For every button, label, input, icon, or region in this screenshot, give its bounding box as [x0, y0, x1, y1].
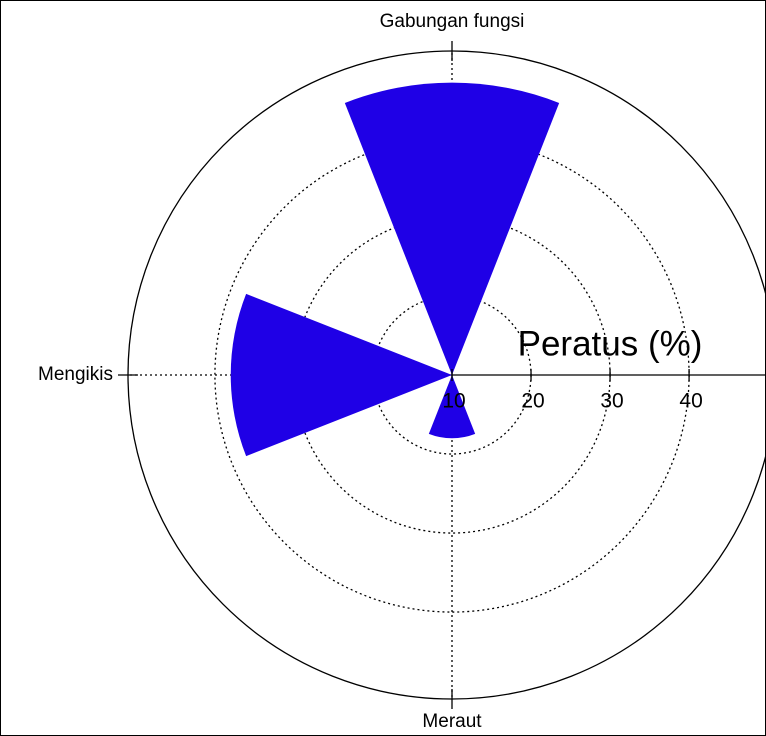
bar [344, 82, 560, 375]
category-label: Gabungan fungsi [380, 11, 525, 32]
category-label: Mengikis [38, 364, 113, 385]
outer-circle [127, 50, 766, 700]
bar [428, 375, 476, 439]
radial-axis-label: Peratus (%) [518, 324, 703, 363]
radial-tick-label: 10 [442, 390, 465, 413]
bar [230, 293, 452, 457]
category-label: Meraut [422, 711, 482, 732]
radial-tick-label: 40 [679, 390, 702, 413]
radial-tick-label: 20 [521, 390, 544, 413]
radial-tick-label: 30 [600, 390, 623, 413]
